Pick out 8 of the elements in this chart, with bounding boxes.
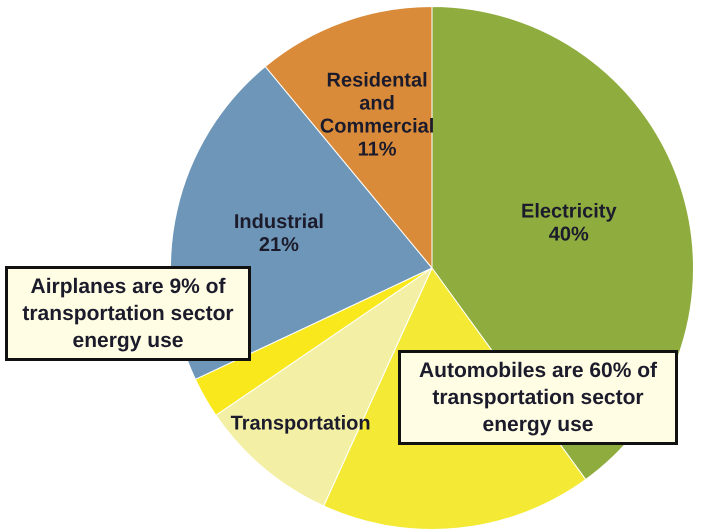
slice-label: Electricity — [520, 200, 618, 223]
text: Automobiles are 60% of transportation sector energy use — [398, 350, 678, 445]
data-label: 11% — [358, 138, 397, 160]
data-label: 40% — [548, 224, 590, 246]
slice-label: Industrial — [234, 210, 324, 233]
text: Airplanes are 9% of transportation sector energy use — [5, 266, 251, 361]
slice-label: Transportation — [230, 412, 371, 435]
data-label: 21% — [258, 234, 300, 256]
